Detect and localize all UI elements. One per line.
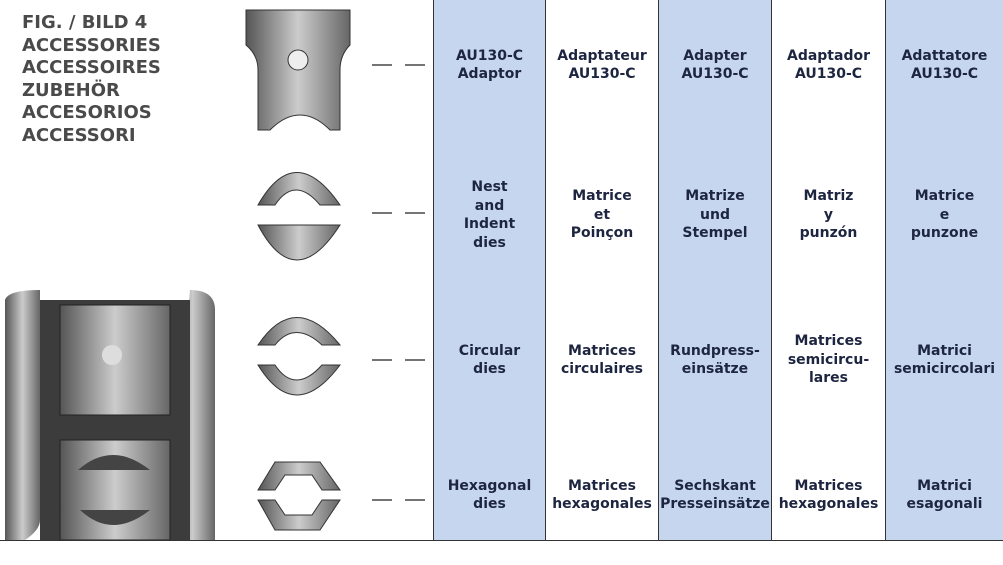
cell: Adaptateur AU130-C [545,10,659,120]
cell-line: dies [473,234,506,251]
cell: Matrices hexagonales [771,440,886,550]
cell-line: einsätze [681,361,749,377]
cell-line: Matrices [568,477,636,494]
cell-line: lares [809,370,848,387]
cell-line: Stempel [682,225,748,242]
cell: Matrices circulaires [545,300,659,420]
cell: Sechskant Presseinsätze [658,440,772,550]
cell: Matrices hexagonales [545,440,659,550]
title-line: ZUBEHÖR [22,79,120,101]
cell: Matriz y punzón [771,150,886,280]
cell-line: semicircolari [893,361,996,377]
cell: Matrici esagonali [885,440,1003,550]
column [545,0,659,540]
cell-line: hexagonales [778,496,879,512]
cell-line: y [823,206,834,223]
cell: Adapter AU130-C [658,10,772,120]
cell: Adaptador AU130-C [771,10,886,120]
cell-line: Hexagonal [447,477,532,494]
title-line: FIG. / BILD 4 [22,12,148,33]
cell: Matrici semicircolari [885,300,1003,420]
cell-line: Matrices [568,342,636,359]
cell-line: AU130-C [794,66,863,82]
column [771,0,886,540]
cell-line: Poinçon [570,225,634,242]
illustrations [5,9,425,540]
cell-line: semicircu- [787,351,870,368]
figure-title: FIG. / BILD 4 ACCESSORIES ACCESSOIRES ZUBEH… [22,12,161,147]
column [433,0,546,540]
bottom-rule [0,540,1003,541]
cell-line: esagonali [906,496,983,512]
cell-line: dies [473,496,506,512]
cell: Matrices semicircu-lares [771,300,886,420]
cell: Matrice e punzone [885,150,1003,280]
cell-line: Sechskant [674,477,756,494]
cell-line: Matrices [794,477,863,494]
cell-line: punzone [910,225,979,242]
cell-line: e [939,206,950,223]
cell-line: AU130-C [910,66,979,82]
cell-line: and [474,197,505,214]
title-line: ACCESSORIES [22,34,161,56]
cell-line: Nest [471,179,508,195]
column [885,0,1003,540]
cell-line: Matrice [914,188,975,205]
cell-line: Adaptateur [557,47,647,64]
cell: Hexagonal dies [433,440,546,550]
cell-line: hexagonales [552,496,652,512]
cell: Matrice et Poinçon [545,150,659,280]
column [658,0,772,540]
cell-line: et [593,206,611,223]
cell-line: AU130-C [681,66,749,82]
cell-line: dies [473,361,506,377]
cell-line: Matrices [794,333,863,350]
cell-line: Adaptor [457,66,522,82]
cell: Adattatore AU130-C [885,10,1003,120]
cell-line: Presseinsätze [660,496,770,512]
title-line: ACCESORIOS [22,102,152,123]
title-line: ACCESSOIRES [22,57,161,78]
cell-line: Indent [463,216,516,232]
cell: Rundpress-einsätze [658,300,772,420]
title-line: ACCESSORI [22,124,136,146]
cell-line: circulaires [560,361,644,377]
cell-line: Adattatore [901,47,988,64]
cell-line: AU130-C [568,66,636,82]
cell-line: Circular [458,342,521,359]
cell-line: und [700,206,730,223]
cell-line: Rundpress- [670,342,760,359]
cell: Circular dies [433,300,546,420]
cell-line: Adapter [683,47,747,64]
cell-line: Matrize [685,188,745,205]
cell-line: Matriz [803,188,854,205]
cell-line: Adaptador [786,47,870,64]
cell-line: punzón [799,225,858,242]
cell-line: AU130-C [455,47,524,64]
cell: Matrize und Stempel [658,150,772,280]
cell-line: Matrici [917,477,972,494]
cell-line: Matrice [572,188,632,205]
cell-line: Matrici [917,342,972,359]
cell: AU130-C Adaptor [433,10,546,120]
cell: Nest and Indent dies [433,150,546,280]
